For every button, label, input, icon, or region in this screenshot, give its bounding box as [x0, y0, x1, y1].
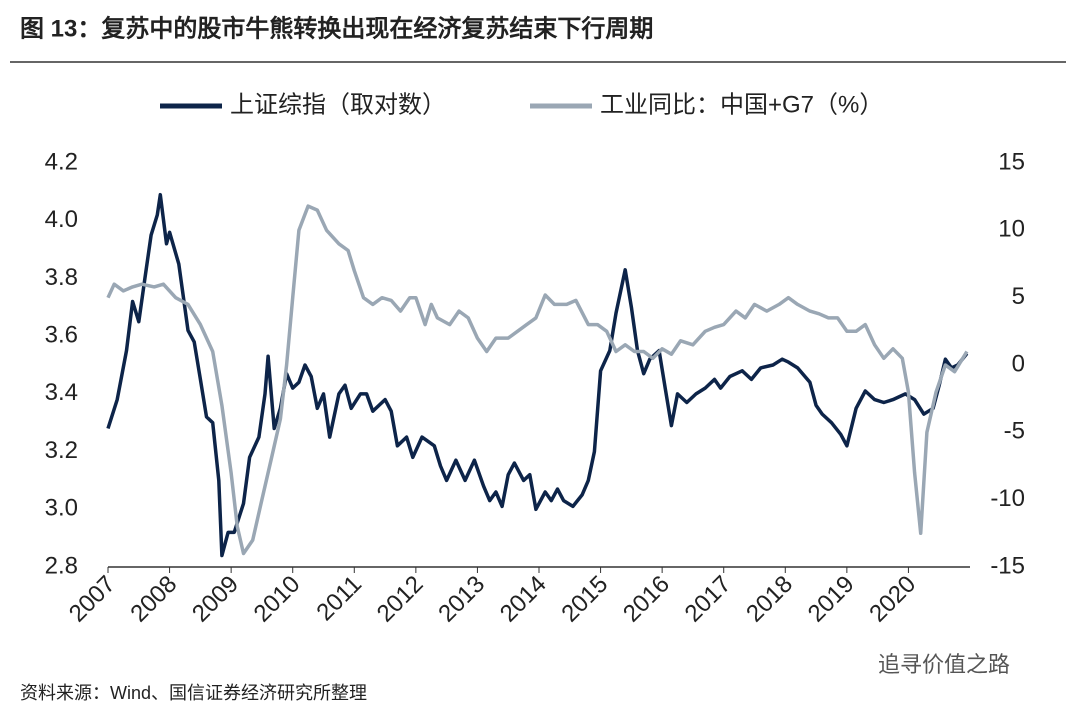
y-tick-label: 4.2 — [45, 148, 78, 175]
y2-tick-label: 0 — [1012, 350, 1025, 377]
x-tick-label: 2014 — [495, 571, 552, 628]
x-tick-label: 2016 — [618, 571, 675, 628]
y2-tick-label: -10 — [990, 485, 1025, 512]
y-tick-label: 3.2 — [45, 437, 78, 464]
y-tick-label: 3.0 — [45, 495, 78, 522]
x-tick-label: 2012 — [372, 571, 429, 628]
x-tick-label: 2015 — [556, 571, 613, 628]
chart-title: 图 13：复苏中的股市牛熊转换出现在经济复苏结束下行周期 — [20, 14, 653, 42]
x-tick-label: 2020 — [864, 571, 921, 628]
y2-tick-label: 5 — [1012, 283, 1025, 310]
x-tick-label: 2019 — [803, 571, 860, 628]
y-tick-label: 3.4 — [45, 379, 78, 406]
y2-tick-label: -15 — [990, 552, 1025, 579]
x-tick-label: 2017 — [680, 571, 737, 628]
y-tick-label: 4.0 — [45, 206, 78, 233]
x-tick-label: 2011 — [311, 571, 367, 627]
source-note: 资料来源：Wind、国信证券经济研究所整理 — [20, 683, 367, 703]
y-tick-label: 3.6 — [45, 321, 78, 348]
x-tick-label: 2008 — [125, 571, 182, 628]
x-tick-label: 2013 — [433, 571, 490, 628]
y-tick-label: 3.8 — [45, 264, 78, 291]
series-line — [106, 192, 969, 558]
x-tick-label: 2018 — [741, 571, 798, 628]
legend-label: 上证综指（取对数） — [230, 91, 446, 118]
series-line — [106, 204, 969, 556]
y2-tick-label: 10 — [998, 216, 1025, 243]
legend-label: 工业同比：中国+G7（%） — [600, 91, 883, 118]
x-tick-label: 2009 — [187, 571, 244, 628]
x-tick-label: 2010 — [249, 571, 306, 628]
watermark: 追寻价值之路 — [878, 652, 1010, 677]
y-tick-label: 2.8 — [45, 552, 78, 579]
y2-tick-label: 15 — [998, 148, 1025, 175]
y2-tick-label: -5 — [1004, 418, 1025, 445]
